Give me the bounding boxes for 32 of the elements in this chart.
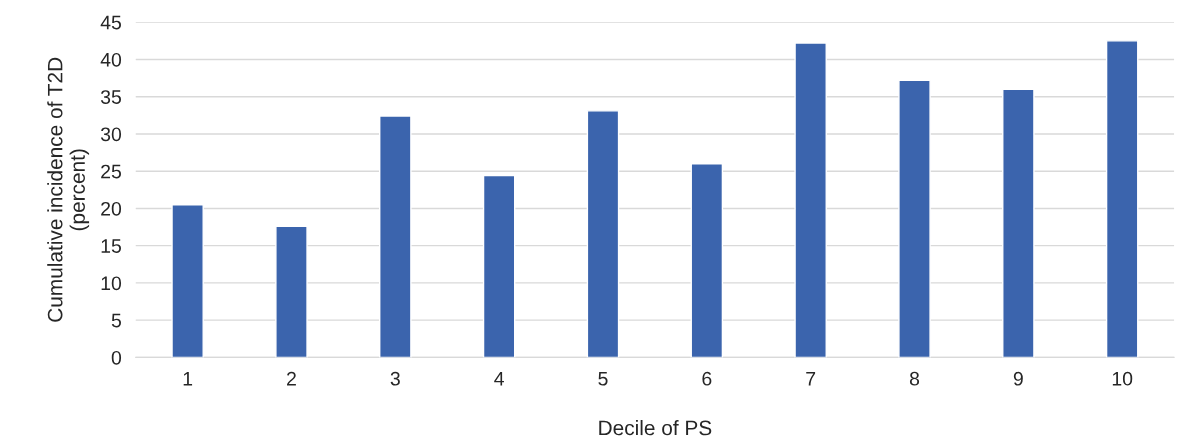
y-tick-label: 15 xyxy=(101,239,121,253)
y-tick-label: 5 xyxy=(111,313,121,328)
x-axis-title: Decile of PS xyxy=(599,419,712,436)
bar xyxy=(275,225,308,358)
bar xyxy=(171,204,204,358)
x-tick-label: 10 xyxy=(1112,371,1133,386)
y-tick-label: 20 xyxy=(101,201,122,216)
bar xyxy=(1105,40,1139,358)
bar xyxy=(1002,88,1035,358)
bar xyxy=(690,163,724,358)
y-axis-title: Cumulative incidence of T2D (percent) xyxy=(47,57,90,322)
x-tick-label: 2 xyxy=(287,371,296,386)
bar xyxy=(379,115,412,358)
x-tick-label: 1 xyxy=(183,372,193,386)
x-tick-label: 4 xyxy=(494,372,504,386)
x-tick-label: 8 xyxy=(909,371,920,386)
bar xyxy=(794,42,827,358)
x-tick-label: 6 xyxy=(702,371,712,386)
bar xyxy=(898,79,931,358)
x-tick-label: 9 xyxy=(1013,371,1023,386)
y-tick-label: 35 xyxy=(100,90,121,104)
bar xyxy=(482,174,516,358)
y-tick-label: 0 xyxy=(111,350,122,365)
x-tick-label: 3 xyxy=(390,371,400,386)
x-tick-label: 5 xyxy=(598,372,608,386)
y-tick-label: 10 xyxy=(101,276,122,291)
y-tick-label: 40 xyxy=(100,52,122,67)
y-tick-label: 30 xyxy=(100,127,122,142)
y-tick-label: 25 xyxy=(101,164,121,179)
x-tick-label: 7 xyxy=(806,372,816,386)
y-tick-label: 45 xyxy=(100,15,121,30)
bar xyxy=(586,110,620,358)
